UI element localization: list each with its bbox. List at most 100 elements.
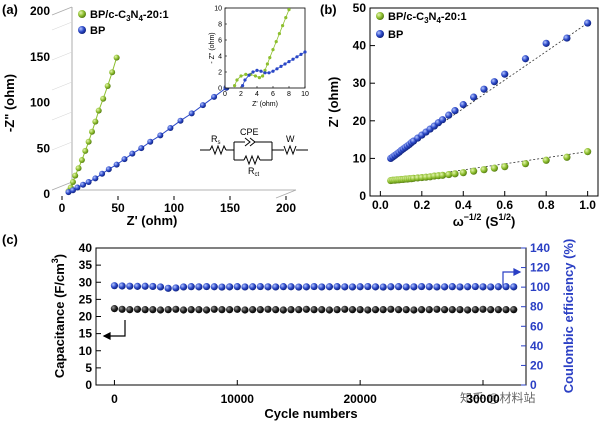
- inset-frame: [224, 7, 306, 89]
- b-point-blue-21: [459, 101, 467, 109]
- a-xtick-label: 0: [59, 201, 66, 215]
- inset-point-blue-9: [275, 67, 279, 71]
- a-point-green-4: [75, 165, 82, 172]
- c-point-blue-19: [256, 282, 264, 291]
- inset-xtick-label: 4: [255, 91, 259, 98]
- c-point-black-7: [164, 306, 172, 314]
- a-point-green-9: [92, 118, 99, 125]
- c-point-black-29: [333, 306, 341, 314]
- inset-ytick-label: 10: [214, 6, 222, 13]
- a-point-blue-7: [105, 166, 112, 173]
- c-point-blue-10: [187, 283, 195, 291]
- c-point-black-49: [487, 306, 495, 314]
- b-point-green-18: [438, 171, 447, 179]
- panel-c-ylabel-left: Capacitance (F/cm3): [50, 254, 67, 378]
- inset-point-green-3: [244, 72, 248, 76]
- circuit-rct-label: Rct: [248, 166, 260, 178]
- c-point-blue-21: [272, 283, 280, 291]
- legend-text-mid: N: [131, 9, 139, 21]
- inset-ylabel: - Z" (ohm): [209, 32, 216, 63]
- a-point-blue-17: [199, 102, 206, 109]
- c-ytick-left-label: 40: [79, 241, 93, 255]
- right-axis-arrow: [502, 268, 522, 288]
- b-point-green-26: [521, 160, 530, 168]
- c-point-blue-12: [202, 282, 211, 291]
- panel-b-xlabel-unit-sup: 1/2: [498, 212, 511, 222]
- c-point-black-6: [156, 306, 165, 314]
- c-point-black-36: [387, 305, 395, 313]
- inset-point-green-7: [261, 74, 265, 78]
- c-point-black-37: [394, 306, 403, 314]
- inset-xtick-label: 8: [287, 91, 291, 98]
- panel-a-inset: 0 2 4 6 8 10 0 2 4 6 8 10 Z' (ohm) - Z" (ohm): [209, 6, 309, 109]
- a-point-blue-10: [129, 150, 136, 157]
- c-point-blue-38: [402, 283, 410, 291]
- inset-point-blue-0: [241, 84, 245, 88]
- a-xtick-label: 150: [220, 201, 240, 215]
- c-point-blue-26: [310, 282, 318, 291]
- c-ytick-right-label: 20: [530, 358, 544, 372]
- c-ytick-left-label: 5: [85, 361, 92, 375]
- c-point-blue-3: [133, 282, 142, 290]
- inset-point-blue-7: [267, 71, 271, 75]
- c-point-black-52: [510, 306, 518, 314]
- c-ytick-left-label: 25: [79, 292, 93, 306]
- c-point-black-22: [279, 306, 287, 314]
- a-point-green-5: [78, 157, 85, 164]
- panel-b-xlabel-omega: ω: [453, 214, 464, 229]
- b-point-blue-27: [542, 39, 550, 47]
- left-axis-arrow: [102, 320, 126, 340]
- inset-axes: 0 2 4 6 8 10 0 2 4 6 8 10: [214, 6, 309, 99]
- c-point-blue-32: [356, 283, 364, 291]
- panel-b: (b) 0.0 0.2 0.4 0.6 0.8 1.0 0 10 20 30 40 50 ω−1/2(…: [320, 1, 599, 229]
- c-point-black-47: [471, 306, 479, 314]
- a-ytick-label: 150: [30, 50, 50, 64]
- c-point-black-23: [287, 306, 295, 314]
- legend-text-sub2: 4: [436, 16, 441, 25]
- panel-b-label: (b): [320, 2, 337, 17]
- b-point-blue-22: [470, 93, 478, 101]
- a-xtick-label: 100: [164, 201, 184, 215]
- legend-entry-bp-c3n4: BP/c-C3N4-20:1: [388, 11, 467, 25]
- c-point-black-0: [110, 305, 119, 313]
- c-point-black-24: [295, 306, 303, 314]
- c-point-black-25: [302, 305, 310, 313]
- b-xtick-label: 0.4: [455, 198, 472, 212]
- inset-point-green-11: [271, 48, 275, 52]
- a-point-green-2: [69, 179, 76, 186]
- inset-ytick-label: 4: [218, 54, 222, 61]
- c-xtick-label: 0: [111, 392, 118, 406]
- c-point-blue-51: [502, 283, 510, 291]
- c-point-blue-39: [410, 283, 418, 291]
- a-point-green-3: [72, 172, 79, 179]
- inset-point-blue-10: [279, 64, 283, 68]
- a-point-blue-9: [121, 156, 128, 163]
- legend-text-mid: N: [429, 11, 437, 23]
- inset-xtick-label: 0: [223, 91, 227, 98]
- c-ytick-right-label: 100: [530, 280, 550, 294]
- c-ytick-left-label: 10: [79, 344, 93, 358]
- inset-series: [233, 7, 307, 88]
- c-point-blue-50: [494, 283, 502, 291]
- a-point-blue-1: [69, 187, 76, 194]
- panel-c-axes: 0 10000 20000 30000 0 5 10 15 20 25 30 35 40 0 20 40 60 8…: [79, 241, 551, 406]
- c-point-blue-11: [195, 283, 203, 291]
- inset-ytick-label: 0: [218, 86, 222, 93]
- c-point-black-50: [494, 306, 502, 314]
- inset-point-green-2: [239, 74, 243, 78]
- b-point-green-25: [501, 163, 509, 171]
- panel-c-frame: [95, 247, 527, 386]
- a-point-green-12: [104, 82, 111, 89]
- c-point-black-39: [410, 306, 418, 314]
- c-ytick-left-label: 30: [79, 275, 93, 289]
- c-ytick-right-label: 80: [530, 300, 544, 314]
- panel-b-axes: 0.0 0.2 0.4 0.6 0.8 1.0 0 10 20 30 40 50: [353, 1, 597, 212]
- inset-ytick-label: 8: [218, 22, 222, 29]
- c-point-blue-37: [394, 283, 403, 291]
- c-point-blue-31: [348, 283, 357, 291]
- c-point-black-4: [141, 306, 149, 314]
- a-ytick-label: 200: [30, 4, 50, 18]
- circuit-rs-text: R: [211, 134, 218, 144]
- c-point-blue-8: [172, 284, 180, 292]
